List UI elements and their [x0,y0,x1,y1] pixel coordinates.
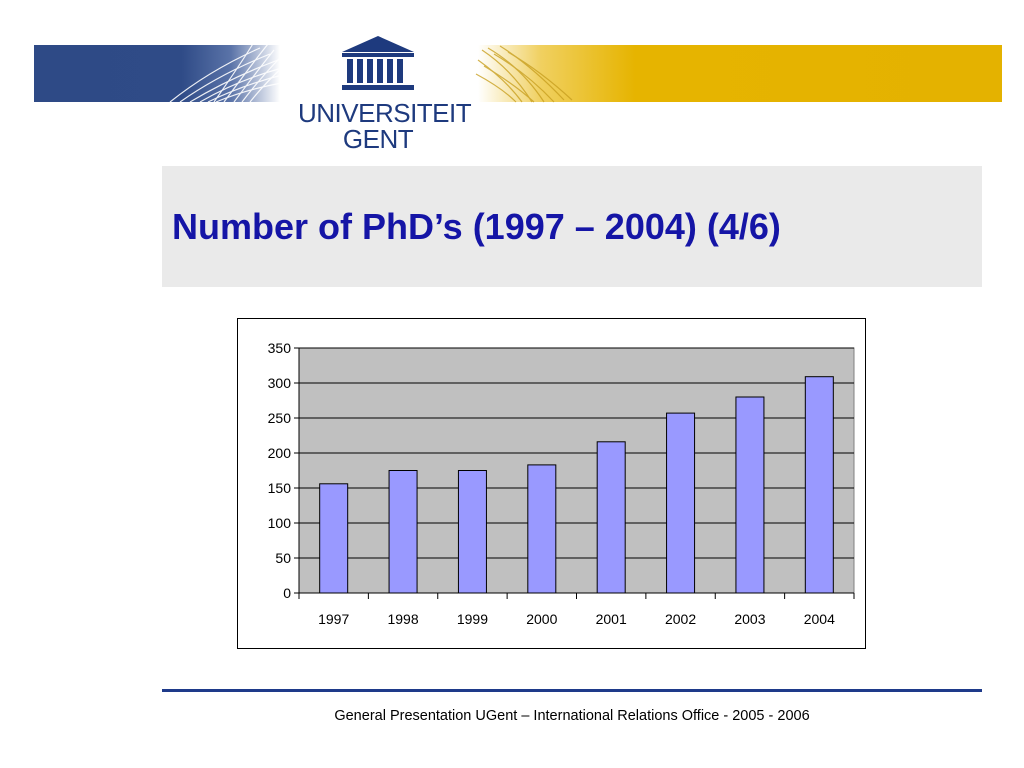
x-tick-label: 2000 [526,611,557,627]
bar [735,396,765,594]
y-tick-label: 300 [268,375,292,391]
y-tick-label: 350 [268,340,292,356]
y-tick-label: 0 [283,585,291,601]
logo-text-line2: GENT [342,124,414,154]
x-tick-label: 2004 [804,611,835,627]
banner-blue-stripe [34,45,280,102]
x-tick-label: 1997 [318,611,349,627]
logo-text-line1: UNIVERSITEIT [298,98,472,128]
bar [457,470,487,594]
banner-yellow-stripe [478,45,1002,102]
bar [319,483,349,594]
bar [666,412,696,594]
bar [804,376,834,594]
x-tick-label: 2003 [734,611,765,627]
bar [527,464,557,594]
grass-left-decoration [169,41,289,103]
x-tick-label: 2002 [665,611,696,627]
temple-icon [342,36,414,90]
slide-footer: General Presentation UGent – Internation… [334,708,810,724]
x-tick-label: 1999 [457,611,488,627]
grass-right-decoration [475,45,573,103]
bar [388,470,418,594]
x-tick-label: 1998 [387,611,418,627]
footer-divider [162,689,982,692]
y-tick-label: 150 [268,480,292,496]
bar [596,441,626,594]
bar-chart: 0 50 100 150 200 250 300 350 1997 1998 1999 2000 200… [268,340,855,627]
y-tick-label: 100 [268,515,292,531]
slide-title: Number of PhD’s (1997 – 2004) (4/6) [172,206,781,247]
university-logo: UNIVERSITEIT GENT [298,36,472,154]
x-tick-label: 2001 [596,611,627,627]
y-tick-label: 200 [268,445,292,461]
title-background [162,166,982,287]
y-tick-label: 50 [275,550,291,566]
y-tick-label: 250 [268,410,292,426]
plot-area [298,347,855,594]
